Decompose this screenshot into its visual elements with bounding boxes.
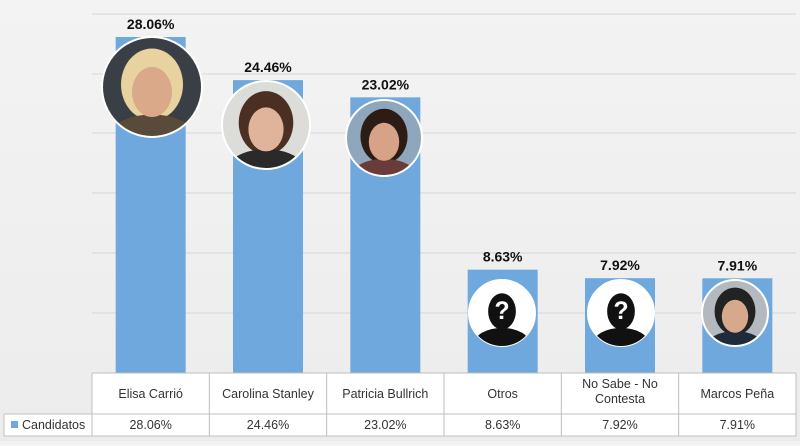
avatar-border	[345, 99, 423, 177]
table-value-5: 7.91%	[720, 418, 755, 432]
portrait	[346, 100, 422, 176]
silhouette-body	[473, 327, 531, 346]
silhouette	[473, 293, 531, 346]
category-label-1: Carolina Stanley	[222, 387, 314, 401]
unknown-person-icon: ?	[468, 279, 536, 347]
photo-carolina-stanley-icon	[221, 80, 311, 170]
data-label-3: 8.63%	[483, 249, 523, 265]
data-label-4: 7.92%	[600, 257, 640, 273]
avatar-border	[101, 36, 203, 138]
photo-marcos-pena-icon	[701, 279, 769, 347]
table-value-0: 28.06%	[129, 418, 171, 432]
data-label-0: 28.06%	[127, 16, 175, 32]
question-mark: ?	[613, 298, 628, 325]
portrait-shoulders	[705, 331, 765, 346]
silhouette-body	[592, 327, 650, 346]
category-label-0: Elisa Carrió	[118, 387, 183, 401]
category-label-4: No Sabe - No Contesta	[582, 377, 658, 406]
data-label-5: 7.91%	[717, 257, 757, 273]
data-label-2: 23.02%	[362, 76, 410, 92]
silhouette-head	[607, 293, 635, 330]
data-table	[3, 372, 797, 437]
table-value-4: 7.92%	[602, 418, 637, 432]
portrait-face	[132, 67, 172, 117]
avatar-border	[701, 279, 769, 347]
data-label-1: 24.46%	[244, 59, 292, 75]
avatar-border	[221, 80, 311, 170]
portrait	[702, 280, 768, 346]
category-label-3: Otros	[487, 387, 518, 401]
unknown-person-icon: ?	[587, 279, 655, 347]
table-value-3: 8.63%	[485, 418, 520, 432]
category-label-5: Marcos Peña	[701, 387, 775, 401]
silhouette-head	[488, 293, 516, 330]
table-value-2: 23.02%	[364, 418, 406, 432]
photo-elisa-carrio-icon	[101, 36, 203, 138]
table-value-bg	[4, 414, 796, 436]
photo-patricia-bullrich-icon	[345, 99, 423, 177]
portrait	[222, 81, 310, 169]
portrait-face	[248, 107, 284, 152]
portrait-face	[368, 122, 400, 161]
table-value-1: 24.46%	[247, 418, 289, 432]
portrait-shoulders	[226, 149, 306, 169]
silhouette	[592, 293, 650, 346]
portrait-shoulders	[107, 114, 197, 137]
legend-swatch	[11, 421, 18, 428]
category-label-2: Patricia Bullrich	[342, 387, 428, 401]
portrait-shoulders	[349, 158, 419, 176]
portrait-face	[721, 299, 749, 333]
series-name: Candidatos	[22, 418, 85, 432]
question-mark: ?	[494, 298, 509, 325]
portrait	[102, 37, 202, 137]
gridlines	[92, 13, 796, 314]
